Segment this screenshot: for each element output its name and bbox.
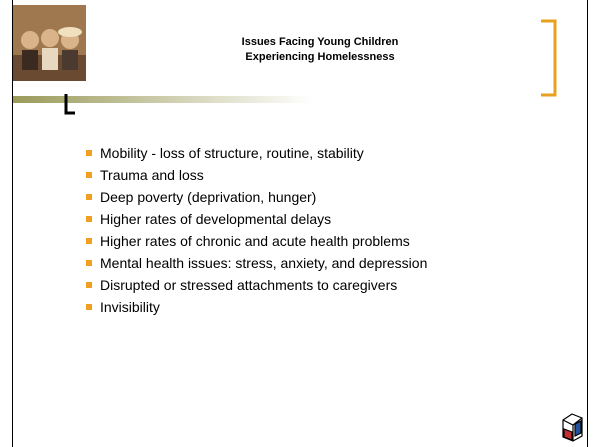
title-line: Experiencing Homelessness: [200, 50, 440, 65]
slide-title: Issues Facing Young Children Experiencin…: [200, 35, 440, 65]
bullet-item: Invisibility: [86, 296, 427, 318]
bullet-list: Mobility - loss of structure, routine, s…: [86, 142, 427, 318]
logo: [563, 414, 582, 441]
bullet-item: Higher rates of chronic and acute health…: [86, 230, 427, 252]
title-line: Issues Facing Young Children: [200, 35, 440, 50]
bullet-item: Trauma and loss: [86, 164, 427, 186]
bullet-item: Disrupted or stressed attachments to car…: [86, 274, 427, 296]
divider: [13, 96, 313, 103]
photo: [13, 5, 86, 81]
bullet-item: Mental health issues: stress, anxiety, a…: [86, 252, 427, 274]
page: Issues Facing Young Children Experiencin…: [0, 0, 602, 447]
bullet-item: Deep poverty (deprivation, hunger): [86, 186, 427, 208]
bracket: [541, 21, 555, 95]
bullet-item: Higher rates of developmental delays: [86, 208, 427, 230]
bullet-item: Mobility - loss of structure, routine, s…: [86, 142, 427, 164]
